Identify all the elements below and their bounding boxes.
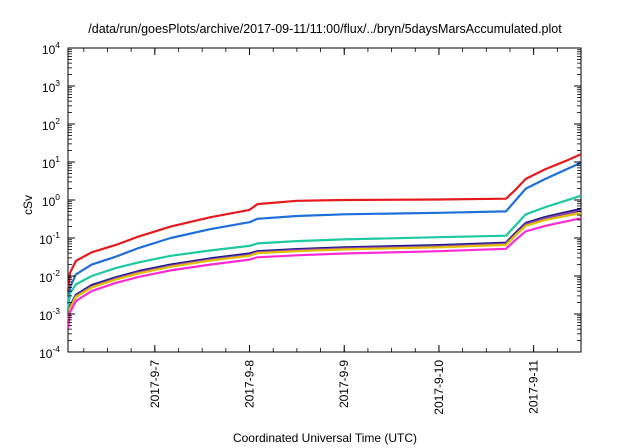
plot-area [66,47,582,353]
x-tick-label: 2017-9-7 [148,360,162,408]
series-line-7 [66,217,582,330]
x-tick-label: 2017-9-11 [527,360,541,414]
series-line-4 [66,207,582,323]
x-axis: 2017-9-7 2017-9-8 2017-9-9 2017-9-10 2017-9-… [83,48,582,415]
series-line-6 [66,212,582,326]
y-tick-label: 10-3 [39,306,60,323]
x-axis-label: Coordinated Universal Time (UTC) [233,431,417,445]
y-tick-label: 10-2 [39,268,60,285]
series-line-5 [66,209,582,325]
y-tick-label: 104 [42,40,60,57]
y-tick-label: 10-1 [39,230,60,247]
series-line-2 [66,161,582,305]
x-tick-label: 2017-9-10 [432,360,446,415]
y-tick-label: 10-4 [39,344,60,361]
y-tick-label: 103 [42,78,60,95]
y-axis-label: cSv [21,195,35,215]
x-tick-label: 2017-9-9 [337,360,351,408]
x-tick-label: 2017-9-8 [243,360,257,408]
series-line-3 [66,194,582,312]
y-tick-label: 102 [42,116,60,133]
y-tick-label: 100 [42,192,60,209]
y-tick-label: 101 [42,154,60,171]
chart-title: /data/run/goesPlots/archive/2017-09-11/1… [88,22,562,36]
series-line-1 [66,153,582,292]
y-axis: 10-4 10-3 10-2 10-1 100 101 102 103 104 [39,40,581,361]
